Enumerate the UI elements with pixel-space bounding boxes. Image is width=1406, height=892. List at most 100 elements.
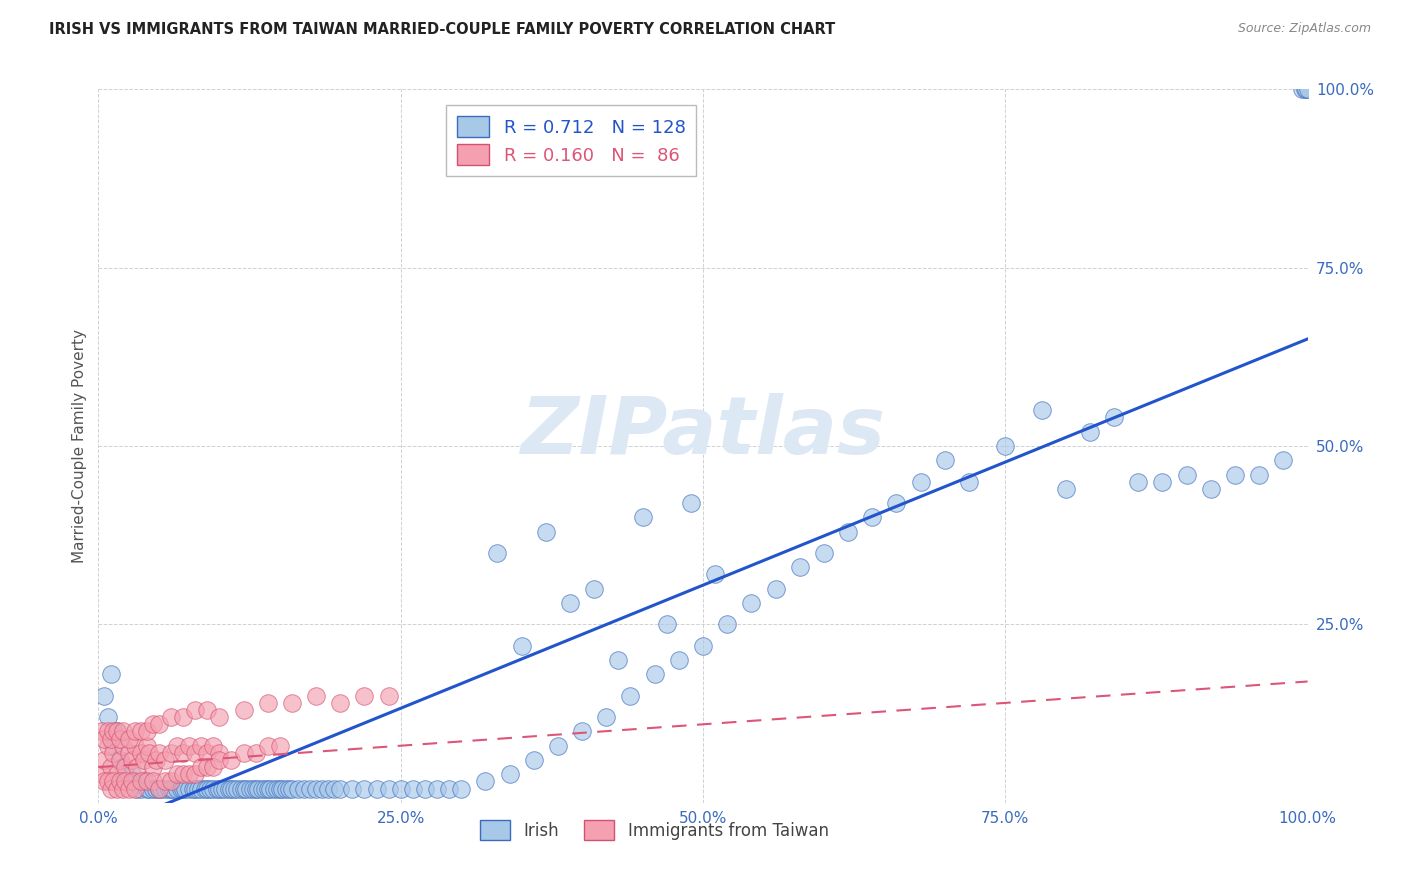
Point bbox=[97, 724, 120, 739]
Point bbox=[160, 781, 183, 796]
Point bbox=[1102, 410, 1125, 425]
Point bbox=[595, 710, 617, 724]
Point bbox=[232, 746, 254, 760]
Point bbox=[100, 731, 122, 746]
Point bbox=[247, 781, 270, 796]
Point bbox=[668, 653, 690, 667]
Point bbox=[256, 781, 278, 796]
Point bbox=[101, 724, 124, 739]
Point bbox=[510, 639, 533, 653]
Point bbox=[226, 781, 249, 796]
Point bbox=[150, 781, 173, 796]
Text: IRISH VS IMMIGRANTS FROM TAIWAN MARRIED-COUPLE FAMILY POVERTY CORRELATION CHART: IRISH VS IMMIGRANTS FROM TAIWAN MARRIED-… bbox=[49, 22, 835, 37]
Point bbox=[329, 781, 352, 796]
Point bbox=[311, 781, 333, 796]
Point bbox=[118, 781, 141, 796]
Point bbox=[127, 760, 149, 774]
Point bbox=[619, 689, 641, 703]
Point bbox=[174, 781, 197, 796]
Point bbox=[129, 781, 152, 796]
Point bbox=[607, 653, 630, 667]
Point bbox=[274, 781, 297, 796]
Point bbox=[97, 710, 120, 724]
Point bbox=[121, 753, 143, 767]
Point bbox=[108, 753, 131, 767]
Point bbox=[214, 781, 236, 796]
Point bbox=[153, 753, 176, 767]
Point bbox=[305, 689, 328, 703]
Point bbox=[142, 774, 165, 789]
Point bbox=[1249, 467, 1271, 482]
Point bbox=[377, 689, 399, 703]
Point bbox=[789, 560, 811, 574]
Point bbox=[266, 781, 288, 796]
Point bbox=[194, 781, 217, 796]
Point bbox=[716, 617, 738, 632]
Point bbox=[256, 739, 278, 753]
Point bbox=[172, 746, 194, 760]
Point bbox=[105, 724, 128, 739]
Point bbox=[1199, 482, 1222, 496]
Point bbox=[190, 739, 212, 753]
Point bbox=[184, 746, 207, 760]
Point bbox=[195, 746, 218, 760]
Point bbox=[129, 724, 152, 739]
Point bbox=[426, 781, 449, 796]
Point bbox=[1175, 467, 1198, 482]
Point bbox=[160, 746, 183, 760]
Point bbox=[190, 781, 212, 796]
Point bbox=[245, 746, 267, 760]
Point bbox=[142, 760, 165, 774]
Point bbox=[1295, 82, 1317, 96]
Point bbox=[93, 753, 115, 767]
Point bbox=[353, 689, 375, 703]
Point bbox=[105, 767, 128, 781]
Point bbox=[631, 510, 654, 524]
Point bbox=[910, 475, 932, 489]
Point bbox=[208, 746, 231, 760]
Point bbox=[366, 781, 388, 796]
Point bbox=[534, 524, 557, 539]
Point bbox=[1272, 453, 1295, 467]
Point bbox=[172, 781, 194, 796]
Point bbox=[101, 774, 124, 789]
Point bbox=[208, 710, 231, 724]
Point bbox=[198, 781, 221, 796]
Point bbox=[886, 496, 908, 510]
Point bbox=[166, 767, 188, 781]
Point bbox=[134, 753, 156, 767]
Y-axis label: Married-Couple Family Poverty: Married-Couple Family Poverty bbox=[72, 329, 87, 563]
Point bbox=[644, 667, 666, 681]
Point bbox=[692, 639, 714, 653]
Point bbox=[1296, 82, 1319, 96]
Point bbox=[765, 582, 787, 596]
Point bbox=[160, 710, 183, 724]
Point bbox=[148, 717, 170, 731]
Point bbox=[114, 767, 136, 781]
Point bbox=[957, 475, 980, 489]
Point bbox=[450, 781, 472, 796]
Point bbox=[281, 781, 304, 796]
Point bbox=[402, 781, 425, 796]
Point bbox=[353, 781, 375, 796]
Point bbox=[994, 439, 1017, 453]
Point bbox=[153, 774, 176, 789]
Point bbox=[138, 781, 160, 796]
Point bbox=[97, 739, 120, 753]
Point bbox=[108, 731, 131, 746]
Point bbox=[91, 767, 114, 781]
Text: ZIPatlas: ZIPatlas bbox=[520, 392, 886, 471]
Point bbox=[934, 453, 956, 467]
Point bbox=[1054, 482, 1077, 496]
Legend: Irish, Immigrants from Taiwan: Irish, Immigrants from Taiwan bbox=[472, 812, 837, 848]
Point bbox=[655, 617, 678, 632]
Point bbox=[202, 760, 225, 774]
Point bbox=[101, 746, 124, 760]
Point bbox=[195, 760, 218, 774]
Point bbox=[111, 781, 134, 796]
Point bbox=[242, 781, 264, 796]
Point bbox=[558, 596, 581, 610]
Point bbox=[184, 767, 207, 781]
Point bbox=[135, 739, 157, 753]
Point bbox=[278, 781, 301, 796]
